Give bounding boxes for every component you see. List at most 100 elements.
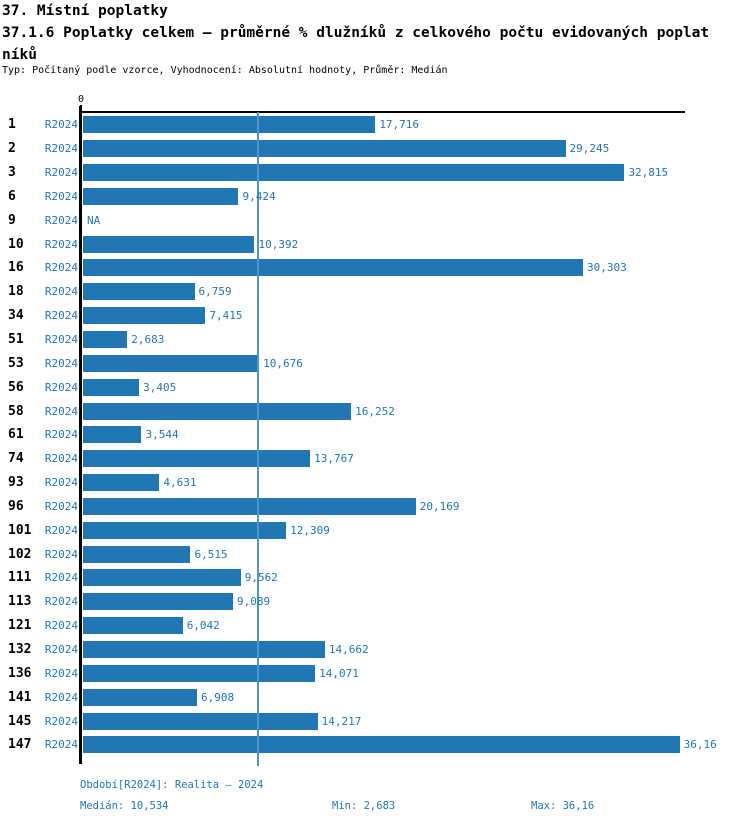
row-value-label: 9,424 bbox=[242, 189, 276, 203]
row-value-label: 6,515 bbox=[194, 547, 228, 561]
chart-row: 10 R2024 10,392 bbox=[0, 232, 750, 256]
row-id-label: 61 bbox=[8, 427, 24, 443]
chart-subtitle-line2: níků bbox=[2, 47, 37, 63]
row-period-label: R2024 bbox=[44, 738, 78, 752]
row-period-label: R2024 bbox=[44, 237, 78, 251]
row-id-label: 53 bbox=[8, 355, 24, 371]
row-period-label: R2024 bbox=[44, 595, 78, 609]
chart-row: 6 R2024 9,424 bbox=[0, 185, 750, 209]
row-id-label: 9 bbox=[8, 212, 16, 228]
row-period-label: R2024 bbox=[44, 356, 78, 370]
row-id-label: 111 bbox=[8, 570, 32, 586]
chart-row: 2 R2024 29,245 bbox=[0, 137, 750, 161]
chart-row: 113 R2024 9,089 bbox=[0, 590, 750, 614]
chart-row: 145 R2024 14,217 bbox=[0, 709, 750, 733]
row-id-label: 132 bbox=[8, 641, 32, 657]
row-bar bbox=[83, 736, 680, 754]
stat-max: Max: 36,16 bbox=[531, 800, 595, 812]
row-period-label: R2024 bbox=[44, 213, 78, 227]
row-id-label: 34 bbox=[8, 308, 24, 324]
row-value-label: 6,908 bbox=[200, 690, 235, 704]
row-period-label: R2024 bbox=[44, 189, 78, 203]
chart-row: 96 R2024 20,169 bbox=[0, 495, 750, 519]
row-id-label: 121 bbox=[8, 618, 32, 634]
row-bar bbox=[83, 331, 128, 349]
x-axis-line bbox=[82, 111, 685, 113]
chart-row: 51 R2024 2,683 bbox=[0, 328, 750, 352]
row-id-label: 147 bbox=[8, 737, 32, 753]
row-period-label: R2024 bbox=[44, 619, 78, 633]
row-period-label: R2024 bbox=[44, 642, 78, 656]
row-bar bbox=[83, 187, 239, 205]
row-id-label: 16 bbox=[8, 260, 24, 276]
row-value-label: 10,676 bbox=[263, 356, 303, 370]
row-bar bbox=[83, 354, 260, 372]
row-value-label: 14,217 bbox=[321, 714, 362, 728]
bar-chart: 0 1 R2024 17,716 2 R2024 29,245 3 R2024 32,815 6 R… bbox=[0, 94, 750, 766]
row-value-label: 29,245 bbox=[569, 142, 610, 156]
row-value-label: 14,662 bbox=[328, 642, 369, 656]
chart-subtitle-line1: 37.1.6 Poplatky celkem – průměrné % dluž… bbox=[2, 25, 710, 41]
row-bar bbox=[83, 712, 318, 730]
row-bar bbox=[83, 450, 311, 468]
row-value-label: 9,089 bbox=[236, 595, 271, 609]
row-period-label: R2024 bbox=[44, 166, 78, 180]
row-period-label: R2024 bbox=[44, 523, 78, 537]
row-bar bbox=[83, 688, 197, 706]
row-bar bbox=[83, 617, 183, 635]
y-axis-line bbox=[79, 106, 82, 764]
chart-row: 111 R2024 9,562 bbox=[0, 566, 750, 590]
row-value-label: 20,169 bbox=[419, 499, 460, 513]
row-bar bbox=[83, 283, 195, 301]
row-value-label: 6,759 bbox=[198, 285, 232, 299]
chart-row: 121 R2024 6,042 bbox=[0, 614, 750, 638]
row-period-label: R2024 bbox=[44, 333, 78, 347]
row-value-label: 13,767 bbox=[314, 452, 354, 466]
row-period-label: R2024 bbox=[44, 690, 78, 704]
row-bar bbox=[83, 140, 566, 158]
row-id-label: 56 bbox=[8, 379, 24, 395]
row-value-label: 16,252 bbox=[355, 404, 395, 418]
row-period-label: R2024 bbox=[44, 142, 78, 156]
chart-row: 101 R2024 12,309 bbox=[0, 518, 750, 542]
stat-min: Min: 2,683 bbox=[332, 800, 396, 812]
row-value-label: 3,405 bbox=[143, 380, 177, 394]
row-id-label: 145 bbox=[8, 713, 32, 729]
row-period-label: R2024 bbox=[44, 666, 78, 680]
row-id-label: 6 bbox=[8, 188, 16, 204]
chart-row: 61 R2024 3,544 bbox=[0, 423, 750, 447]
chart-row: 58 R2024 16,252 bbox=[0, 399, 750, 423]
chart-rows: 1 R2024 17,716 2 R2024 29,245 3 R2024 32,815 6 R20… bbox=[0, 113, 750, 757]
row-id-label: 96 bbox=[8, 498, 24, 514]
chart-row: 34 R2024 7,415 bbox=[0, 304, 750, 328]
chart-row: 56 R2024 3,405 bbox=[0, 375, 750, 399]
row-period-label: R2024 bbox=[44, 380, 78, 394]
row-value-label: 9,562 bbox=[244, 571, 278, 585]
chart-row: 102 R2024 6,515 bbox=[0, 542, 750, 566]
chart-row: 74 R2024 13,767 bbox=[0, 447, 750, 471]
row-id-label: 136 bbox=[8, 665, 32, 681]
row-bar bbox=[83, 235, 255, 253]
row-id-label: 93 bbox=[8, 475, 24, 491]
row-value-label: 36,16 bbox=[683, 738, 717, 752]
row-id-label: 101 bbox=[8, 522, 32, 538]
row-bar bbox=[83, 402, 352, 420]
chart-row: 53 R2024 10,676 bbox=[0, 351, 750, 375]
row-period-label: R2024 bbox=[44, 499, 78, 513]
chart-row: 1 R2024 17,716 bbox=[0, 113, 750, 137]
row-id-label: 74 bbox=[8, 451, 24, 467]
row-period-label: R2024 bbox=[44, 571, 78, 585]
row-id-label: 10 bbox=[8, 236, 24, 252]
row-value-label: 12,309 bbox=[290, 523, 330, 537]
row-value-label: 32,815 bbox=[628, 166, 669, 180]
row-bar bbox=[83, 497, 416, 515]
chart-row: 3 R2024 32,815 bbox=[0, 161, 750, 185]
row-bar bbox=[83, 664, 316, 682]
chart-row: 9 R2024 NA bbox=[0, 208, 750, 232]
row-period-label: R2024 bbox=[44, 261, 78, 275]
row-period-label: R2024 bbox=[44, 714, 78, 728]
row-period-label: R2024 bbox=[44, 118, 78, 132]
row-bar bbox=[83, 521, 287, 539]
row-value-label: NA bbox=[87, 213, 101, 227]
